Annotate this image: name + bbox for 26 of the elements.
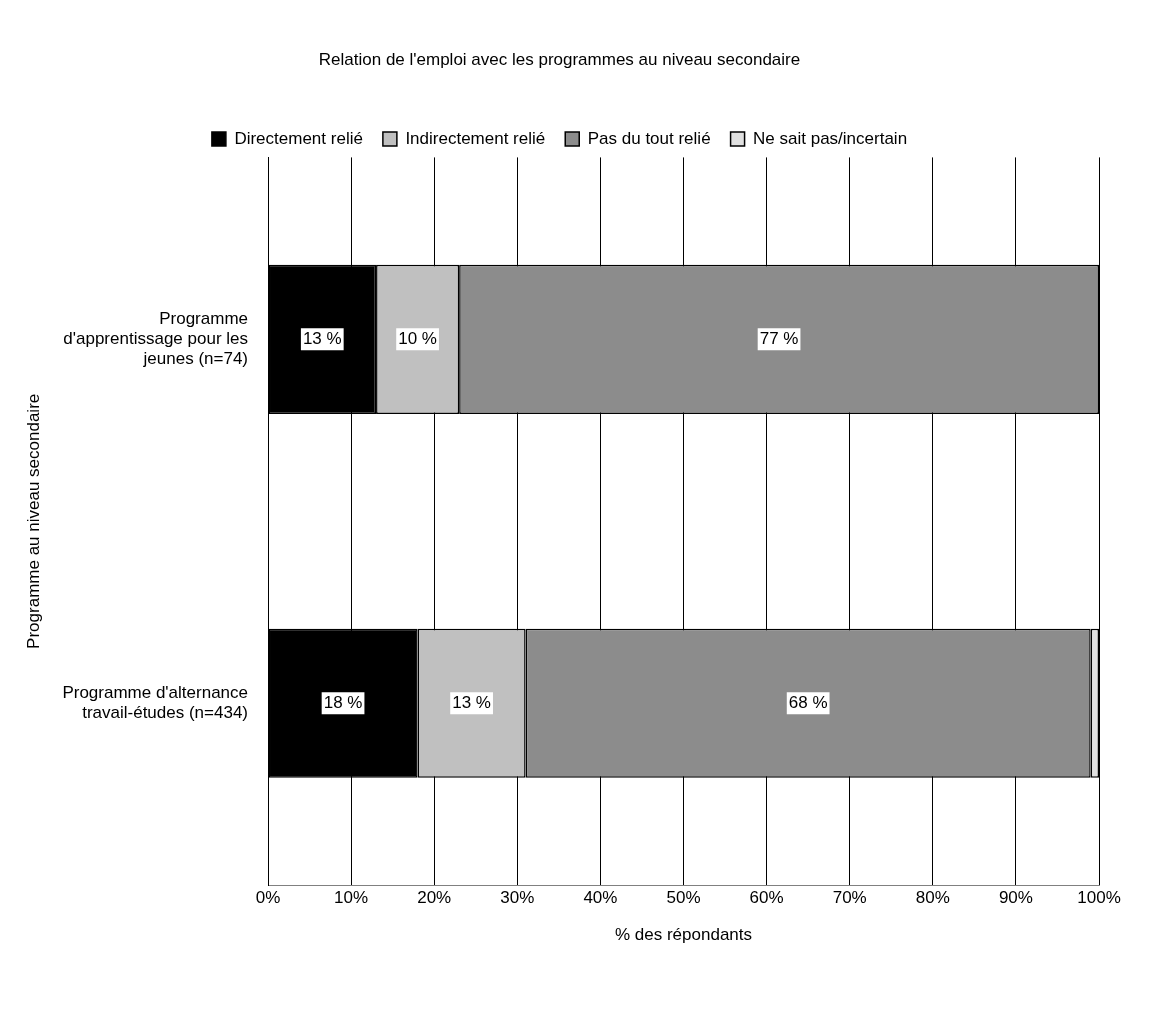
data-label: 10 % — [398, 329, 437, 349]
x-tick-label: 60% — [749, 888, 784, 908]
x-axis-title: % des répondants — [614, 925, 753, 945]
data-label: 13 % — [302, 329, 342, 349]
y-tick-label: Programme d'apprentissage pour les jeunes (n=74) — [63, 308, 249, 369]
data-label: 77 % — [759, 329, 799, 349]
x-tick-label: 10% — [334, 888, 369, 908]
x-tick-label: 0% — [255, 888, 281, 908]
legend-label: Pas du tout relié — [587, 128, 711, 148]
chart-title: Relation de l'emploi avec les programmes au niveau secondaire — [318, 49, 801, 69]
y-axis-title: Programme au niveau secondaire — [23, 393, 43, 649]
legend-label: Directement relié — [234, 128, 363, 148]
legend-label: Ne sait pas/incertain — [753, 128, 908, 148]
x-tick-label: 50% — [666, 888, 701, 908]
x-tick-label: 80% — [915, 888, 950, 908]
data-label: 18 % — [323, 692, 363, 712]
data-label: 68 % — [788, 692, 828, 712]
x-tick-label: 30% — [500, 888, 535, 908]
x-tick-label: 20% — [417, 888, 452, 908]
x-tick-label: 100% — [1077, 888, 1121, 908]
data-label: 13 % — [452, 692, 491, 712]
y-tick-label: Programme d'alternance travail-études (n=434) — [62, 682, 249, 723]
legend-label: Indirectement relié — [405, 128, 546, 148]
x-tick-label: 70% — [832, 888, 867, 908]
x-tick-label: 90% — [998, 888, 1033, 908]
x-tick-label: 40% — [583, 888, 618, 908]
